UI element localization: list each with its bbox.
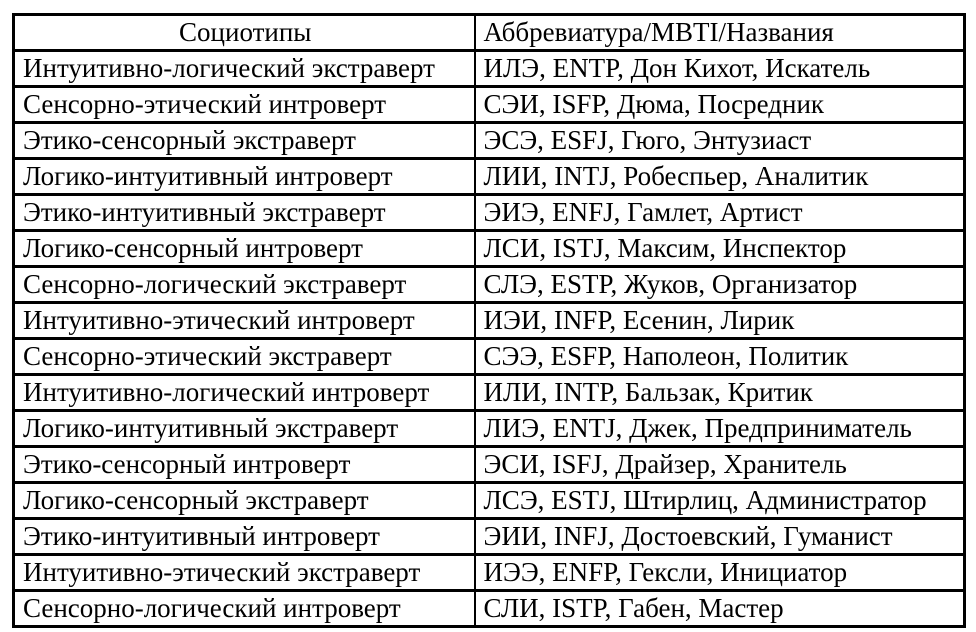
cell-sociotype: Этико-сенсорный экстраверт bbox=[12, 121, 476, 160]
cell-sociotype: Сенсорно-этический экстраверт bbox=[12, 337, 476, 376]
cell-abbreviation: СЭИ, ISFP, Дюма, Посредник bbox=[473, 85, 966, 124]
cell-abbreviation: СЛЭ, ESTP, Жуков, Организатор bbox=[473, 265, 966, 304]
table-row: Интуитивно-логический интроверт ИЛИ, INT… bbox=[12, 373, 966, 412]
table-row: Сенсорно-логический интроверт СЛИ, ISTP,… bbox=[12, 589, 966, 628]
cell-sociotype: Логико-сенсорный экстраверт bbox=[12, 481, 476, 520]
table-row: Логико-интуитивный интроверт ЛИИ, INTJ, … bbox=[12, 157, 966, 196]
table-row: Логико-интуитивный экстраверт ЛИЭ, ENTJ,… bbox=[12, 409, 966, 448]
table-row: Этико-интуитивный экстраверт ЭИЭ, ENFJ, … bbox=[12, 193, 966, 232]
header-row: Социотипы Аббревиатура/MBTI/Названия bbox=[12, 13, 966, 52]
cell-abbreviation: ИЛЭ, ENTP, Дон Кихот, Искатель bbox=[473, 49, 966, 88]
table-row: Сенсорно-логический экстраверт СЛЭ, ESTP… bbox=[12, 265, 966, 304]
cell-sociotype: Интуитивно-логический экстраверт bbox=[12, 49, 476, 88]
cell-abbreviation: ЭИИ, INFJ, Достоевский, Гуманист bbox=[473, 517, 966, 556]
cell-abbreviation: ЛИЭ, ENTJ, Джек, Предприниматель bbox=[473, 409, 966, 448]
cell-abbreviation: СЭЭ, ESFP, Наполеон, Политик bbox=[473, 337, 966, 376]
cell-abbreviation: ИЛИ, INTP, Бальзак, Критик bbox=[473, 373, 966, 412]
cell-sociotype: Интуитивно-логический интроверт bbox=[12, 373, 476, 412]
cell-sociotype: Логико-интуитивный экстраверт bbox=[12, 409, 476, 448]
cell-abbreviation: ЭСЭ, ESFJ, Гюго, Энтузиаст bbox=[473, 121, 966, 160]
table-row: Логико-сенсорный интроверт ЛСИ, ISTJ, Ма… bbox=[12, 229, 966, 268]
sociotypes-table: Социотипы Аббревиатура/MBTI/Названия Инт… bbox=[12, 13, 966, 628]
cell-abbreviation: ЛСИ, ISTJ, Максим, Инспектор bbox=[473, 229, 966, 268]
cell-sociotype: Логико-интуитивный интроверт bbox=[12, 157, 476, 196]
cell-sociotype: Интуитивно-этический экстраверт bbox=[12, 553, 476, 592]
cell-sociotype: Этико-сенсорный интроверт bbox=[12, 445, 476, 484]
table-row: Сенсорно-этический экстраверт СЭЭ, ESFP,… bbox=[12, 337, 966, 376]
cell-abbreviation: ЭСИ, ISFJ, Драйзер, Хранитель bbox=[473, 445, 966, 484]
table-row: Интуитивно-этический экстраверт ИЭЭ, ENF… bbox=[12, 553, 966, 592]
column-header-abbreviation-mbti-names: Аббревиатура/MBTI/Названия bbox=[473, 13, 966, 52]
cell-sociotype: Сенсорно-этический интроверт bbox=[12, 85, 476, 124]
table-row: Этико-сенсорный интроверт ЭСИ, ISFJ, Дра… bbox=[12, 445, 966, 484]
cell-sociotype: Сенсорно-логический экстраверт bbox=[12, 265, 476, 304]
table-row: Интуитивно-логический экстраверт ИЛЭ, EN… bbox=[12, 49, 966, 88]
table-row: Интуитивно-этический интроверт ИЭИ, INFP… bbox=[12, 301, 966, 340]
table-row: Логико-сенсорный экстраверт ЛСЭ, ESTJ, Ш… bbox=[12, 481, 966, 520]
cell-abbreviation: ИЭИ, INFP, Есенин, Лирик bbox=[473, 301, 966, 340]
cell-sociotype: Логико-сенсорный интроверт bbox=[12, 229, 476, 268]
cell-abbreviation: ЛИИ, INTJ, Робеспьер, Аналитик bbox=[473, 157, 966, 196]
column-header-sociotypes: Социотипы bbox=[12, 13, 476, 52]
cell-sociotype: Интуитивно-этический интроверт bbox=[12, 301, 476, 340]
cell-abbreviation: ЭИЭ, ENFJ, Гамлет, Артист bbox=[473, 193, 966, 232]
cell-sociotype: Сенсорно-логический интроверт bbox=[12, 589, 476, 628]
cell-sociotype: Этико-интуитивный экстраверт bbox=[12, 193, 476, 232]
cell-abbreviation: ИЭЭ, ENFP, Гексли, Инициатор bbox=[473, 553, 966, 592]
table-row: Этико-сенсорный экстраверт ЭСЭ, ESFJ, Гю… bbox=[12, 121, 966, 160]
table-row: Сенсорно-этический интроверт СЭИ, ISFP, … bbox=[12, 85, 966, 124]
cell-abbreviation: СЛИ, ISTP, Габен, Мастер bbox=[473, 589, 966, 628]
table-row: Этико-интуитивный интроверт ЭИИ, INFJ, Д… bbox=[12, 517, 966, 556]
cell-sociotype: Этико-интуитивный интроверт bbox=[12, 517, 476, 556]
cell-abbreviation: ЛСЭ, ESTJ, Штирлиц, Администратор bbox=[473, 481, 966, 520]
